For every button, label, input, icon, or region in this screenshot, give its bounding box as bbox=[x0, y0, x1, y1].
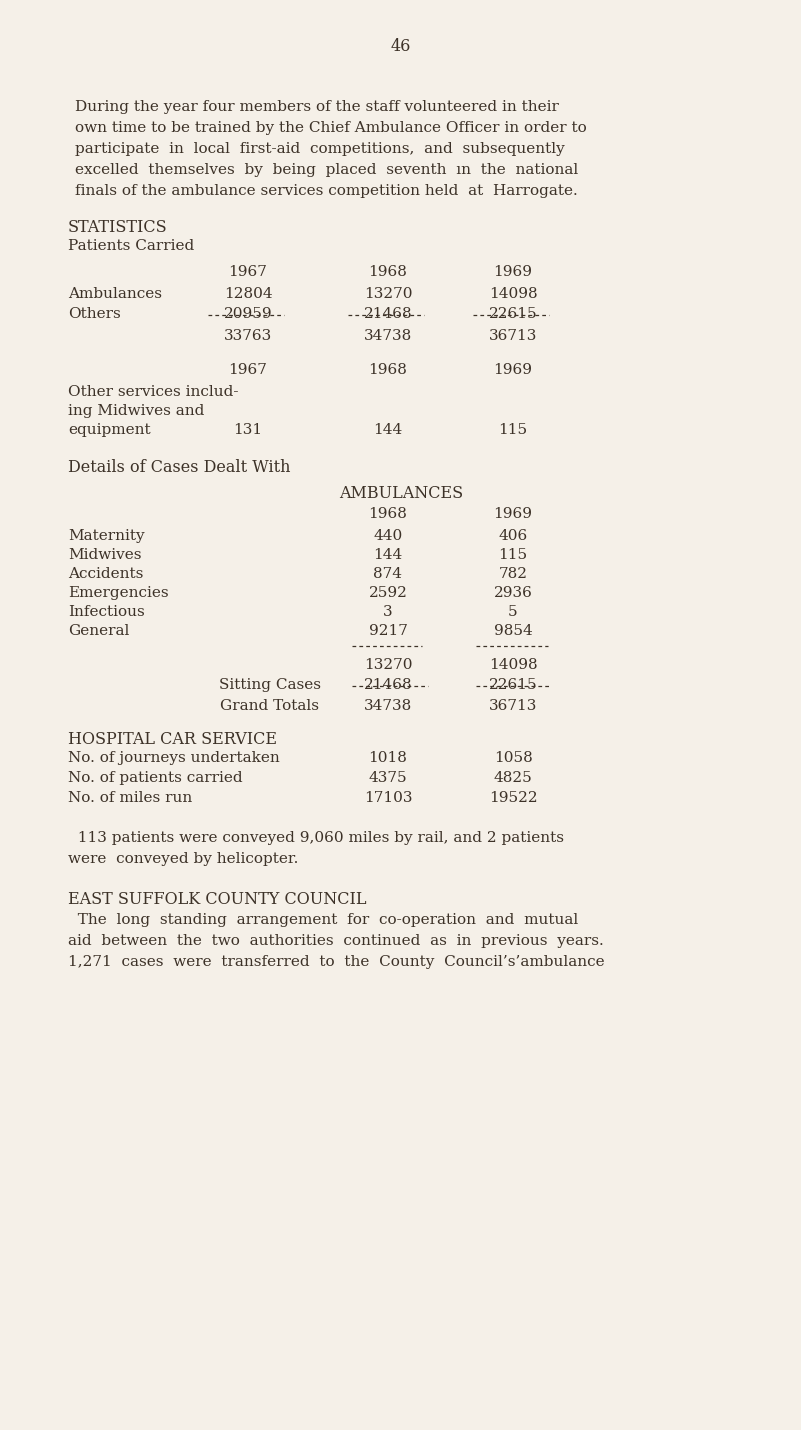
Text: Patients Carried: Patients Carried bbox=[68, 239, 195, 253]
Text: Maternity: Maternity bbox=[68, 529, 145, 543]
Text: 440: 440 bbox=[373, 529, 403, 543]
Text: 1969: 1969 bbox=[493, 265, 533, 279]
Text: equipment: equipment bbox=[68, 423, 151, 438]
Text: 131: 131 bbox=[233, 423, 263, 438]
Text: 20959: 20959 bbox=[223, 307, 272, 320]
Text: No. of journeys undertaken: No. of journeys undertaken bbox=[68, 751, 280, 765]
Text: 5: 5 bbox=[508, 605, 517, 619]
Text: 4825: 4825 bbox=[493, 771, 533, 785]
Text: 1967: 1967 bbox=[228, 363, 268, 378]
Text: Ambulances: Ambulances bbox=[68, 287, 162, 300]
Text: 1968: 1968 bbox=[368, 508, 408, 521]
Text: 2592: 2592 bbox=[368, 586, 408, 601]
Text: Midwives: Midwives bbox=[68, 548, 142, 562]
Text: 782: 782 bbox=[498, 568, 528, 581]
Text: were  conveyed by helicopter.: were conveyed by helicopter. bbox=[68, 852, 299, 867]
Text: 1967: 1967 bbox=[228, 265, 268, 279]
Text: excelled  themselves  by  being  placed  seventh  ın  the  national: excelled themselves by being placed seve… bbox=[75, 163, 578, 177]
Text: 9217: 9217 bbox=[368, 623, 408, 638]
Text: 13270: 13270 bbox=[364, 658, 413, 672]
Text: 36713: 36713 bbox=[489, 329, 537, 343]
Text: 1058: 1058 bbox=[493, 751, 533, 765]
Text: 46: 46 bbox=[391, 39, 411, 54]
Text: 33763: 33763 bbox=[223, 329, 272, 343]
Text: 14098: 14098 bbox=[489, 287, 537, 300]
Text: ing Midwives and: ing Midwives and bbox=[68, 405, 204, 418]
Text: 34738: 34738 bbox=[364, 329, 413, 343]
Text: finals of the ambulance services competition held  at  Harrogate.: finals of the ambulance services competi… bbox=[75, 184, 578, 197]
Text: 406: 406 bbox=[498, 529, 528, 543]
Text: participate  in  local  first-aid  competitions,  and  subsequently: participate in local first-aid competiti… bbox=[75, 142, 565, 156]
Text: 1018: 1018 bbox=[368, 751, 408, 765]
Text: 144: 144 bbox=[373, 548, 403, 562]
Text: 115: 115 bbox=[498, 423, 528, 438]
Text: Details of Cases Dealt With: Details of Cases Dealt With bbox=[68, 459, 291, 476]
Text: 1969: 1969 bbox=[493, 363, 533, 378]
Text: 2936: 2936 bbox=[493, 586, 533, 601]
Text: Emergencies: Emergencies bbox=[68, 586, 169, 601]
Text: 13270: 13270 bbox=[364, 287, 413, 300]
Text: 34738: 34738 bbox=[364, 699, 413, 714]
Text: 4375: 4375 bbox=[368, 771, 408, 785]
Text: Infectious: Infectious bbox=[68, 605, 145, 619]
Text: No. of miles run: No. of miles run bbox=[68, 791, 192, 805]
Text: During the year four members of the staff volunteered in their: During the year four members of the staf… bbox=[75, 100, 559, 114]
Text: 21468: 21468 bbox=[364, 307, 413, 320]
Text: No. of patients carried: No. of patients carried bbox=[68, 771, 243, 785]
Text: The  long  standing  arrangement  for  co-operation  and  mutual: The long standing arrangement for co-ope… bbox=[68, 912, 578, 927]
Text: own time to be trained by the Chief Ambulance Officer in order to: own time to be trained by the Chief Ambu… bbox=[75, 122, 587, 134]
Text: 36713: 36713 bbox=[489, 699, 537, 714]
Text: 22615: 22615 bbox=[489, 678, 537, 692]
Text: Others: Others bbox=[68, 307, 121, 320]
Text: 874: 874 bbox=[373, 568, 402, 581]
Text: General: General bbox=[68, 623, 130, 638]
Text: 115: 115 bbox=[498, 548, 528, 562]
Text: 9854: 9854 bbox=[493, 623, 533, 638]
Text: Accidents: Accidents bbox=[68, 568, 143, 581]
Text: 1969: 1969 bbox=[493, 508, 533, 521]
Text: 3: 3 bbox=[383, 605, 392, 619]
Text: 1968: 1968 bbox=[368, 363, 408, 378]
Text: Grand Totals: Grand Totals bbox=[220, 699, 320, 714]
Text: 17103: 17103 bbox=[364, 791, 413, 805]
Text: STATISTICS: STATISTICS bbox=[68, 219, 167, 236]
Text: 21468: 21468 bbox=[364, 678, 413, 692]
Text: 19522: 19522 bbox=[489, 791, 537, 805]
Text: 144: 144 bbox=[373, 423, 403, 438]
Text: aid  between  the  two  authorities  continued  as  in  previous  years.: aid between the two authorities continue… bbox=[68, 934, 604, 948]
Text: HOSPITAL CAR SERVICE: HOSPITAL CAR SERVICE bbox=[68, 731, 277, 748]
Text: 12804: 12804 bbox=[223, 287, 272, 300]
Text: 1968: 1968 bbox=[368, 265, 408, 279]
Text: 22615: 22615 bbox=[489, 307, 537, 320]
Text: 113 patients were conveyed 9,060 miles by rail, and 2 patients: 113 patients were conveyed 9,060 miles b… bbox=[68, 831, 564, 845]
Text: AMBULANCES: AMBULANCES bbox=[339, 485, 463, 502]
Text: Other services includ-: Other services includ- bbox=[68, 385, 239, 399]
Text: EAST SUFFOLK COUNTY COUNCIL: EAST SUFFOLK COUNTY COUNCIL bbox=[68, 891, 367, 908]
Text: 1,271  cases  were  transferred  to  the  County  Council’s’ambulance: 1,271 cases were transferred to the Coun… bbox=[68, 955, 605, 970]
Text: 14098: 14098 bbox=[489, 658, 537, 672]
Text: Sitting Cases: Sitting Cases bbox=[219, 678, 321, 692]
